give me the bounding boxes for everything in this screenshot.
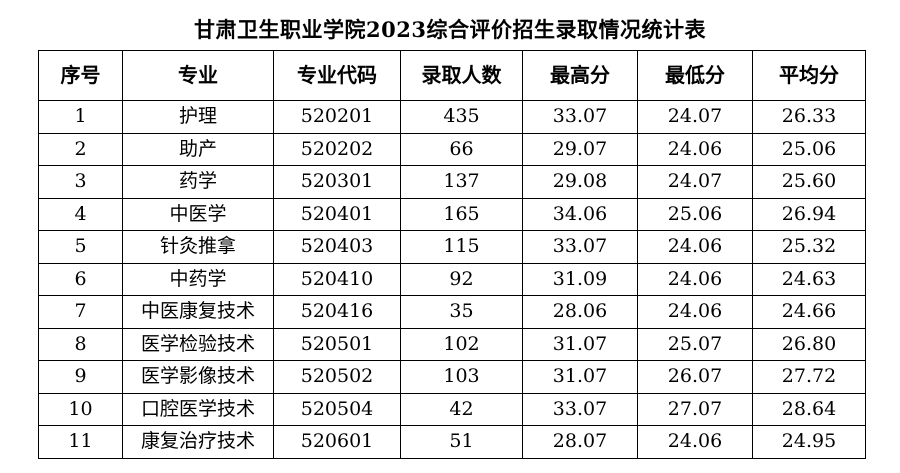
cell-seq: 10 (38, 392, 123, 426)
table-row: 6 中药学 520410 92 31.09 24.06 24.63 (38, 262, 866, 296)
cell-major-code: 520401 (273, 197, 401, 231)
cell-admitted-count: 66 (400, 132, 523, 166)
table-row: 3 药学 520301 137 29.08 24.07 25.60 (38, 165, 866, 199)
cell-min-score: 24.06 (637, 295, 753, 329)
cell-seq: 5 (38, 230, 123, 264)
cell-max-score: 31.07 (522, 327, 638, 361)
header-admitted-count: 录取人数 (400, 50, 523, 101)
header-min-score: 最低分 (637, 50, 753, 101)
cell-min-score: 25.06 (637, 197, 753, 231)
header-max-score: 最高分 (522, 50, 638, 101)
cell-admitted-count: 103 (400, 360, 523, 394)
cell-max-score: 28.06 (522, 295, 638, 329)
cell-seq: 11 (38, 425, 123, 459)
cell-avg-score: 24.95 (752, 425, 866, 459)
cell-admitted-count: 92 (400, 262, 523, 296)
cell-major-code: 520201 (273, 100, 401, 134)
cell-major: 针灸推拿 (122, 230, 274, 264)
cell-avg-score: 27.72 (752, 360, 866, 394)
cell-major: 口腔医学技术 (122, 392, 274, 426)
cell-major: 康复治疗技术 (122, 425, 274, 459)
cell-avg-score: 25.60 (752, 165, 866, 199)
cell-max-score: 34.06 (522, 197, 638, 231)
table-title: 甘肃卫生职业学院2023综合评价招生录取情况统计表 (194, 17, 706, 42)
cell-min-score: 24.06 (637, 132, 753, 166)
table-row: 2 助产 520202 66 29.07 24.06 25.06 (38, 132, 866, 166)
cell-min-score: 24.07 (637, 165, 753, 199)
table-row: 5 针灸推拿 520403 115 33.07 24.06 25.32 (38, 230, 866, 264)
cell-admitted-count: 51 (400, 425, 523, 459)
cell-major: 护理 (122, 100, 274, 134)
cell-seq: 1 (38, 100, 123, 134)
cell-major-code: 520301 (273, 165, 401, 199)
cell-seq: 3 (38, 165, 123, 199)
cell-major-code: 520416 (273, 295, 401, 329)
cell-major: 助产 (122, 132, 274, 166)
cell-major-code: 520502 (273, 360, 401, 394)
cell-min-score: 24.07 (637, 100, 753, 134)
cell-min-score: 27.07 (637, 392, 753, 426)
cell-admitted-count: 137 (400, 165, 523, 199)
cell-max-score: 33.07 (522, 392, 638, 426)
cell-seq: 6 (38, 262, 123, 296)
header-row: 序号 专业 专业代码 录取人数 最高分 最低分 平均分 (38, 50, 866, 101)
cell-avg-score: 24.66 (752, 295, 866, 329)
cell-avg-score: 26.33 (752, 100, 866, 134)
cell-major: 医学影像技术 (122, 360, 274, 394)
cell-min-score: 24.06 (637, 425, 753, 459)
admission-stats-table: 序号 专业 专业代码 录取人数 最高分 最低分 平均分 1 护理 520201 435… (38, 50, 866, 459)
cell-major-code: 520504 (273, 392, 401, 426)
cell-min-score: 26.07 (637, 360, 753, 394)
cell-max-score: 29.07 (522, 132, 638, 166)
cell-max-score: 31.07 (522, 360, 638, 394)
cell-avg-score: 26.94 (752, 197, 866, 231)
cell-major-code: 520410 (273, 262, 401, 296)
header-major-code: 专业代码 (273, 50, 401, 101)
table-row: 10 口腔医学技术 520504 42 33.07 27.07 28.64 (38, 392, 866, 426)
cell-min-score: 25.07 (637, 327, 753, 361)
cell-min-score: 24.06 (637, 262, 753, 296)
cell-admitted-count: 42 (400, 392, 523, 426)
header-seq: 序号 (38, 50, 123, 101)
cell-max-score: 28.07 (522, 425, 638, 459)
cell-major: 中医学 (122, 197, 274, 231)
cell-admitted-count: 165 (400, 197, 523, 231)
cell-seq: 4 (38, 197, 123, 231)
cell-seq: 8 (38, 327, 123, 361)
cell-avg-score: 26.80 (752, 327, 866, 361)
cell-admitted-count: 115 (400, 230, 523, 264)
cell-major: 医学检验技术 (122, 327, 274, 361)
cell-avg-score: 25.32 (752, 230, 866, 264)
cell-major-code: 520501 (273, 327, 401, 361)
cell-admitted-count: 435 (400, 100, 523, 134)
table-row: 9 医学影像技术 520502 103 31.07 26.07 27.72 (38, 360, 866, 394)
cell-min-score: 24.06 (637, 230, 753, 264)
cell-major-code: 520403 (273, 230, 401, 264)
table-row: 1 护理 520201 435 33.07 24.07 26.33 (38, 100, 866, 134)
cell-avg-score: 28.64 (752, 392, 866, 426)
cell-seq: 7 (38, 295, 123, 329)
cell-major: 中医康复技术 (122, 295, 274, 329)
cell-max-score: 29.08 (522, 165, 638, 199)
cell-admitted-count: 35 (400, 295, 523, 329)
cell-major-code: 520202 (273, 132, 401, 166)
header-major: 专业 (122, 50, 274, 101)
cell-seq: 2 (38, 132, 123, 166)
table-body: 1 护理 520201 435 33.07 24.07 26.33 2 助产 520202 66 29… (38, 100, 866, 459)
cell-major: 中药学 (122, 262, 274, 296)
table-row: 8 医学检验技术 520501 102 31.07 25.07 26.80 (38, 327, 866, 361)
cell-major: 药学 (122, 165, 274, 199)
cell-avg-score: 24.63 (752, 262, 866, 296)
cell-max-score: 33.07 (522, 100, 638, 134)
cell-seq: 9 (38, 360, 123, 394)
table-row: 4 中医学 520401 165 34.06 25.06 26.94 (38, 197, 866, 231)
table-row: 11 康复治疗技术 520601 51 28.07 24.06 24.95 (38, 425, 866, 459)
cell-admitted-count: 102 (400, 327, 523, 361)
cell-avg-score: 25.06 (752, 132, 866, 166)
cell-max-score: 33.07 (522, 230, 638, 264)
header-avg-score: 平均分 (752, 50, 866, 101)
cell-max-score: 31.09 (522, 262, 638, 296)
cell-major-code: 520601 (273, 425, 401, 459)
table-row: 7 中医康复技术 520416 35 28.06 24.06 24.66 (38, 295, 866, 329)
